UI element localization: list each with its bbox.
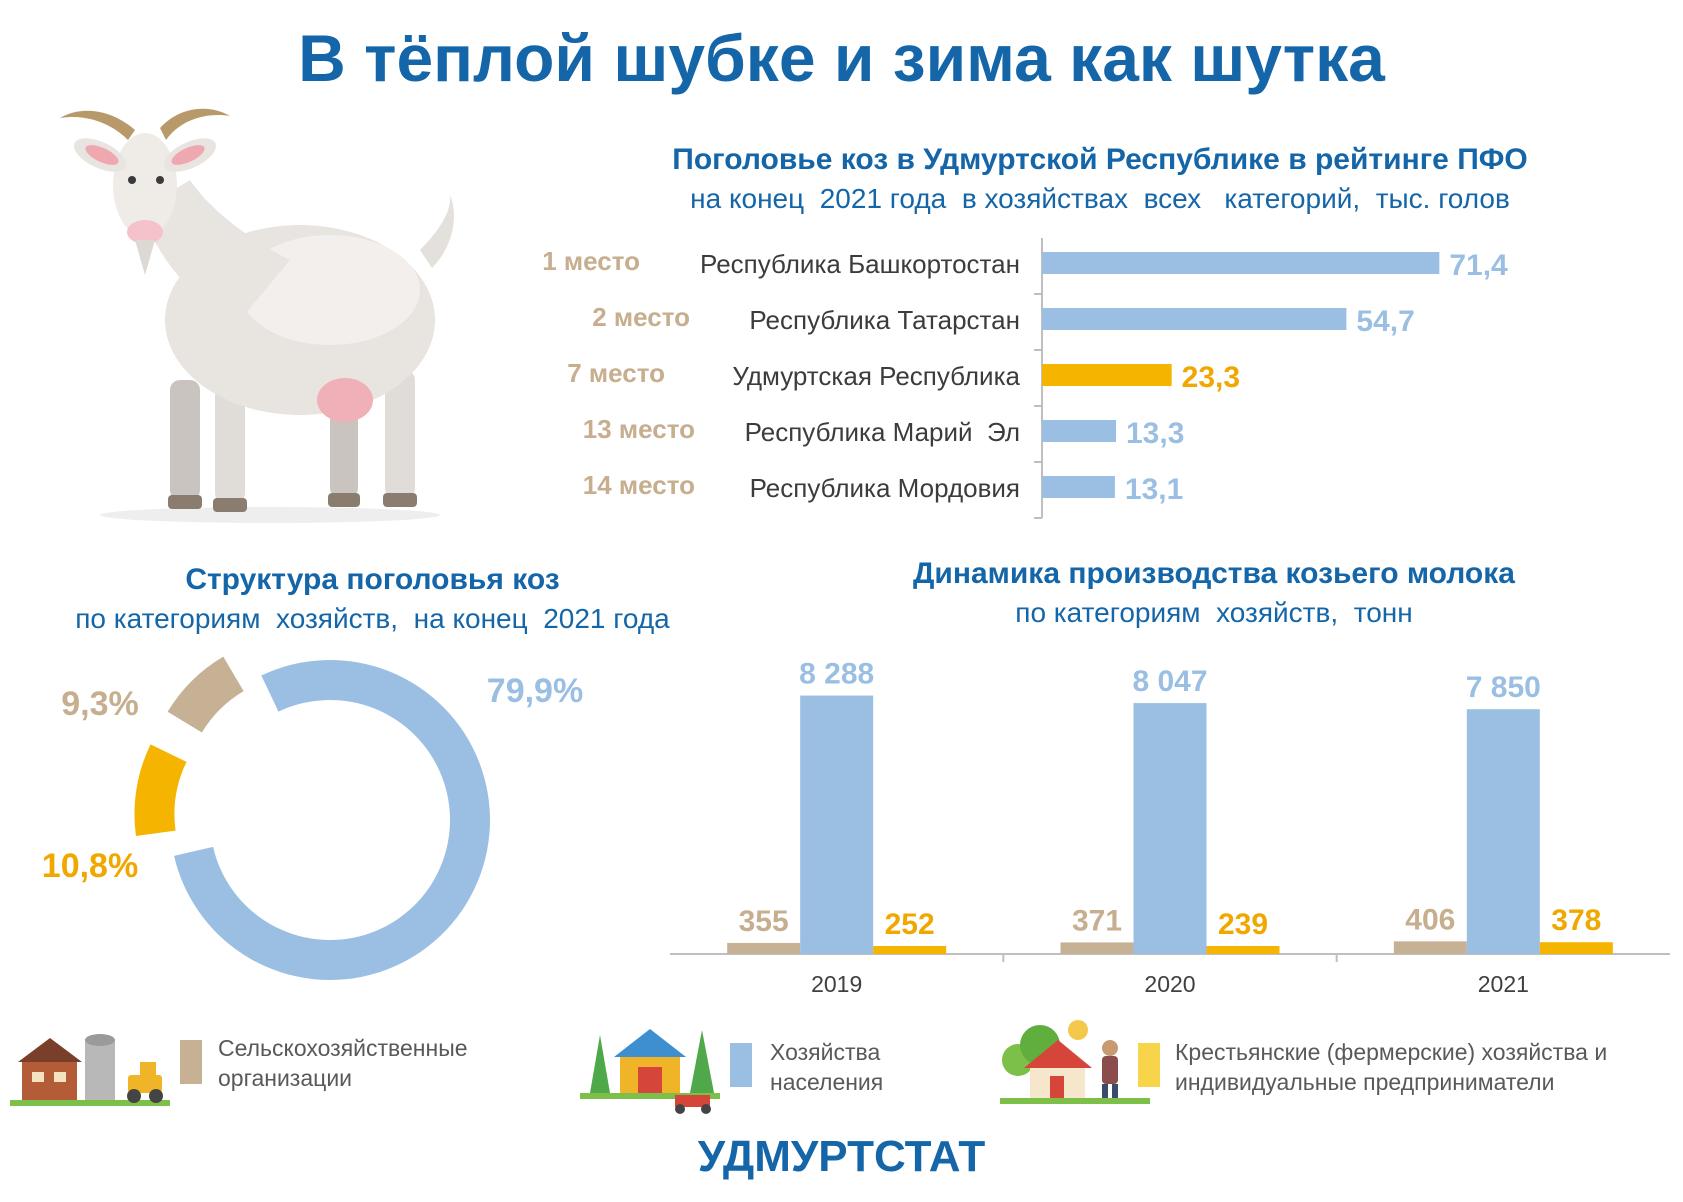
milk-value-label: 8 288: [799, 658, 874, 691]
milk-value-label: 252: [885, 908, 935, 941]
milk-bar: [1060, 942, 1134, 954]
legend-swatch-blue: [730, 1043, 752, 1087]
milk-bar: [800, 695, 874, 954]
donut-slice-label: 9,3%: [61, 685, 139, 723]
ranking-bar: [1042, 364, 1172, 386]
ranking-region-label: Удмуртская Республика: [732, 361, 1020, 391]
milk-value-label: 371: [1072, 904, 1122, 937]
legend-label-households: Хозяйства населения: [770, 1039, 884, 1095]
page-title: В тёплой шубке и зима как шутка: [298, 21, 1385, 95]
milk-value-label: 406: [1405, 903, 1455, 936]
milk-bar: [1466, 709, 1540, 954]
ranking-chart: 71,4 54,7 23,3 13,3 13,1: [1034, 238, 1508, 519]
milk-subtitle: по категориям хозяйств, тонн: [1015, 597, 1413, 628]
donut-slice: [174, 660, 490, 980]
ranking-rank-label: 14 место: [582, 470, 695, 500]
farm-buildings-icon: [10, 1034, 170, 1106]
ranking-bar: [1042, 252, 1440, 274]
milk-year-label: 2020: [1144, 971, 1195, 997]
donut-slice-label: 79,9%: [487, 672, 583, 710]
milk-value-label: 355: [739, 905, 789, 938]
ranking-region-label: Республика Татарстан: [749, 305, 1020, 335]
milk-value-label: 7 850: [1466, 671, 1541, 704]
legend-swatch-yellow: [1138, 1043, 1160, 1087]
milk-year-label: 2019: [811, 971, 862, 997]
legend-swatch-tan: [180, 1040, 202, 1084]
ranking-region-label: Республика Марий Эл: [744, 417, 1020, 447]
ranking-subtitle: на конец 2021 года в хозяйствах всех кат…: [690, 183, 1510, 214]
ranking-bar: [1042, 476, 1115, 498]
ranking-bar: [1042, 308, 1347, 330]
milk-bar: [1133, 703, 1207, 954]
goat-illustration: [60, 108, 454, 523]
donut-slice-label: 10,8%: [42, 847, 138, 885]
farmer-house-icon: [1000, 1020, 1150, 1104]
legend-label-agricultural-orgs: Сельскохозяйственные организации: [218, 1035, 468, 1091]
milk-bar: [1206, 946, 1280, 954]
ranking-rank-label: 1 место: [542, 246, 640, 276]
ranking-value-label: 13,3: [1126, 417, 1184, 450]
structure-subtitle: по категориям хозяйств, на конец 2021 го…: [75, 603, 670, 634]
milk-bar: [873, 946, 947, 954]
milk-bar: [1539, 942, 1613, 954]
milk-bar: [727, 942, 801, 954]
ranking-title: Поголовье коз в Удмуртской Республике в …: [672, 143, 1528, 176]
legend-label-farms: Крестьянские (фермерские) хозяйства и ин…: [1175, 1039, 1608, 1095]
milk-title: Динамика производства козьего молока: [913, 557, 1515, 590]
donut-slice: [134, 744, 187, 836]
ranking-bar: [1042, 420, 1117, 442]
ranking-value-label: 13,1: [1125, 473, 1183, 506]
milk-bar-chart: 355 8 288 252 2019 371 8 047 239 2020 406 7 850 37…: [670, 658, 1670, 997]
ranking-rank-label: 2 место: [592, 302, 690, 332]
ranking-value-label: 23,3: [1182, 361, 1240, 394]
milk-bar: [1393, 941, 1467, 954]
structure-donut-chart: 79,9% 10,8% 9,3%: [42, 656, 583, 980]
milk-value-label: 8 047: [1132, 665, 1207, 698]
donut-slice: [167, 656, 244, 733]
structure-title: Структура поголовья коз: [185, 563, 560, 596]
footer-brand: УДМУРТСТАТ: [697, 1132, 986, 1181]
milk-value-label: 378: [1551, 904, 1601, 937]
ranking-region-label: Республика Мордовия: [749, 473, 1020, 503]
milk-value-label: 239: [1218, 908, 1268, 941]
ranking-value-label: 54,7: [1356, 305, 1414, 338]
ranking-value-label: 71,4: [1449, 249, 1508, 282]
ranking-rank-label: 7 место: [567, 358, 665, 388]
household-barn-icon: [580, 1029, 720, 1114]
ranking-region-label: Республика Башкортостан: [700, 249, 1020, 279]
milk-year-label: 2021: [1478, 971, 1529, 997]
ranking-rank-label: 13 место: [582, 414, 695, 444]
